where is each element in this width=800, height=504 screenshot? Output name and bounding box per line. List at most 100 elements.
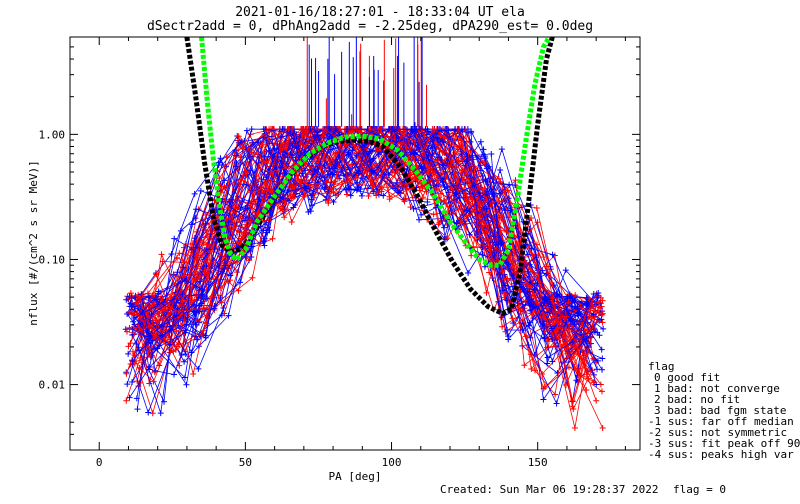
measurement-point <box>552 391 559 398</box>
measurement-point <box>136 347 143 354</box>
measurement-point <box>369 184 376 191</box>
measurement-point <box>243 127 250 134</box>
measurement-point <box>599 366 606 373</box>
measurement-point <box>125 350 132 357</box>
measurement-point <box>271 145 278 152</box>
measurement-point <box>321 174 328 181</box>
measurement-point <box>497 166 504 173</box>
measurement-point <box>158 251 165 258</box>
measurement-point <box>172 308 179 315</box>
measurement-point <box>136 295 143 302</box>
y-axis-label: nflux [#/(cm^2 s sr MeV)] <box>27 160 40 326</box>
measurement-point <box>483 165 490 172</box>
measurement-point <box>575 310 582 317</box>
measurement-point <box>483 289 490 296</box>
measurement-point <box>347 186 354 193</box>
measurement-point <box>401 198 408 205</box>
measurement-point <box>532 367 539 374</box>
measurement-point <box>301 184 308 191</box>
measurement-point <box>237 154 244 161</box>
measurement-point <box>262 159 269 166</box>
legend-entry-0: 0 good fit <box>654 371 720 384</box>
measurement-point <box>131 360 138 367</box>
measurement-point <box>511 246 518 253</box>
measurement-point <box>265 168 272 175</box>
measurement-point <box>596 332 603 339</box>
measurement-point <box>179 297 186 304</box>
measurement-point <box>180 259 187 266</box>
measurement-point <box>154 310 161 317</box>
measurement-point <box>527 351 534 358</box>
measurement-point <box>157 332 164 339</box>
measurement-point <box>266 147 273 154</box>
measurement-point <box>190 301 197 308</box>
measurement-point <box>466 231 473 238</box>
measurement-point <box>234 269 241 276</box>
measurement-point <box>505 336 512 343</box>
measurement-point <box>593 397 600 404</box>
measurement-point <box>528 245 535 252</box>
measurement-point <box>325 197 332 204</box>
measurement-point <box>238 139 245 146</box>
measurement-point <box>499 268 506 275</box>
measurement-point <box>277 164 284 171</box>
measurement-point <box>167 305 174 312</box>
measurement-point <box>365 192 372 199</box>
measurement-point <box>504 326 511 333</box>
measurement-point <box>151 331 158 338</box>
x-tick-label-100: 100 <box>382 456 402 469</box>
measurement-point <box>499 287 506 294</box>
measurement-point <box>590 291 597 298</box>
measurement-point <box>270 126 277 133</box>
measurement-point <box>430 211 437 218</box>
measurement-point <box>435 157 442 164</box>
measurement-point <box>359 144 366 151</box>
fit-curves-layer <box>184 37 555 317</box>
measurement-point <box>144 290 151 297</box>
measurement-point <box>128 300 135 307</box>
measurement-point <box>480 146 487 153</box>
y-tick-label-0.01: 0.01 <box>39 379 66 392</box>
measurement-point <box>307 126 314 133</box>
measurement-point <box>130 325 137 332</box>
measurement-point <box>521 362 528 369</box>
measurement-point <box>451 126 458 133</box>
measurement-point <box>385 171 392 178</box>
measurement-point <box>424 126 431 133</box>
measurement-point <box>474 209 481 216</box>
measurement-point <box>355 170 362 177</box>
measurement-point <box>490 233 497 240</box>
measurement-point <box>129 358 136 365</box>
measurement-point <box>246 153 253 160</box>
measurement-point <box>479 251 486 258</box>
measurement-point <box>336 175 343 182</box>
measurement-point <box>139 309 146 316</box>
measurement-point <box>129 326 136 333</box>
measurement-point <box>263 229 270 236</box>
measurement-point <box>600 325 607 332</box>
measurement-point <box>347 192 354 199</box>
measurement-point <box>562 313 569 320</box>
measurement-point <box>237 279 244 286</box>
measurement-point <box>598 311 605 318</box>
measurement-point <box>181 277 188 284</box>
measurement-point <box>385 126 392 133</box>
measurement-point <box>463 158 470 165</box>
measurement-point <box>458 167 465 174</box>
measurement-point <box>130 318 137 325</box>
measurement-point <box>171 235 178 242</box>
measurement-point <box>495 175 502 182</box>
measurement-point <box>258 183 265 190</box>
measurement-point <box>546 296 553 303</box>
measurement-point <box>444 235 451 242</box>
measurement-point <box>126 324 133 331</box>
measurement-point <box>599 424 606 431</box>
measurement-point <box>543 263 550 270</box>
measurement-point <box>556 308 563 315</box>
legend-entry-m2: -2 sus: not symmetric <box>648 426 787 439</box>
measurement-point <box>554 293 561 300</box>
measurement-point <box>544 354 551 361</box>
measurement-point <box>191 190 198 197</box>
measurement-point <box>549 358 556 365</box>
measurement-point <box>216 175 223 182</box>
